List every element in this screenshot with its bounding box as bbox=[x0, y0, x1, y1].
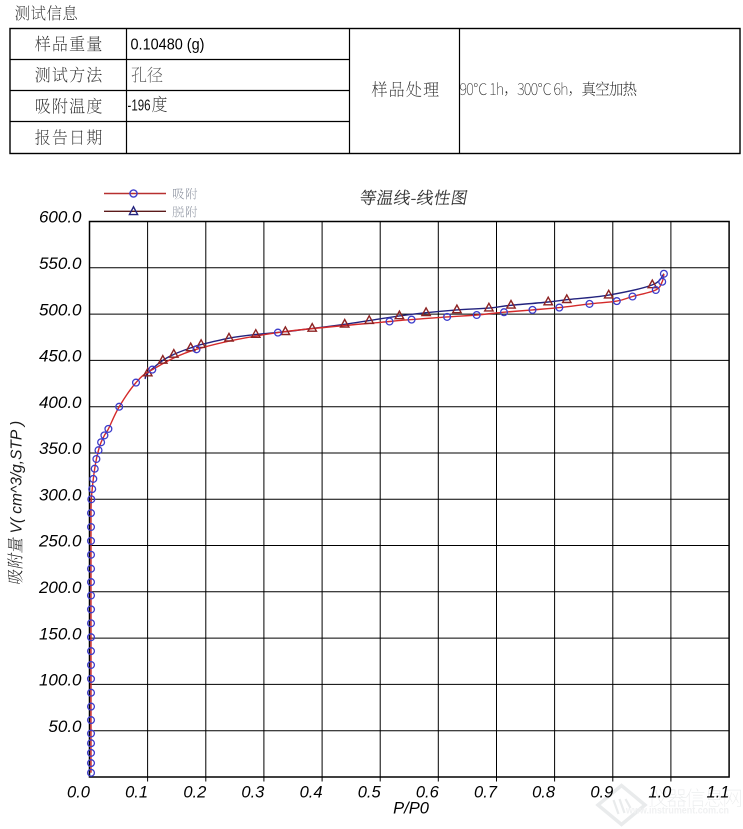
svg-text:0.3: 0.3 bbox=[241, 784, 265, 802]
svg-text:450.0: 450.0 bbox=[39, 347, 82, 366]
svg-text:300.0: 300.0 bbox=[39, 486, 82, 505]
svg-text:0.7: 0.7 bbox=[474, 784, 498, 802]
svg-text:www.instrument.com.cn: www.instrument.com.cn bbox=[625, 806, 729, 817]
svg-text:150.0: 150.0 bbox=[39, 624, 82, 643]
svg-text:0.0: 0.0 bbox=[67, 784, 91, 802]
svg-text:50.0: 50.0 bbox=[48, 717, 82, 736]
svg-text:400.0: 400.0 bbox=[39, 393, 82, 412]
svg-text:250.0: 250.0 bbox=[38, 532, 82, 551]
svg-text:-196: -196 bbox=[128, 98, 151, 115]
svg-text:0.6: 0.6 bbox=[416, 784, 440, 802]
svg-text:0.1: 0.1 bbox=[125, 784, 148, 802]
svg-text:600.0: 600.0 bbox=[39, 208, 82, 227]
svg-text:350.0: 350.0 bbox=[39, 439, 82, 458]
svg-text:0.8: 0.8 bbox=[532, 784, 556, 802]
svg-text:V( cm^3/g,STP ): V( cm^3/g,STP ) bbox=[8, 421, 25, 534]
svg-text:0.2: 0.2 bbox=[183, 784, 206, 802]
svg-text:550.0: 550.0 bbox=[39, 254, 82, 273]
svg-text:200.0: 200.0 bbox=[38, 578, 82, 597]
svg-text:0.9: 0.9 bbox=[590, 784, 613, 802]
svg-text:0.4: 0.4 bbox=[300, 784, 323, 802]
svg-text:1.0: 1.0 bbox=[648, 784, 672, 802]
svg-text:0.5: 0.5 bbox=[358, 784, 382, 802]
svg-text:0.10480 (g): 0.10480 (g) bbox=[131, 36, 205, 53]
svg-text:1.1: 1.1 bbox=[707, 784, 730, 802]
svg-text:100.0: 100.0 bbox=[39, 671, 82, 690]
svg-text:P/P0: P/P0 bbox=[393, 800, 430, 818]
svg-text:500.0: 500.0 bbox=[39, 300, 82, 319]
